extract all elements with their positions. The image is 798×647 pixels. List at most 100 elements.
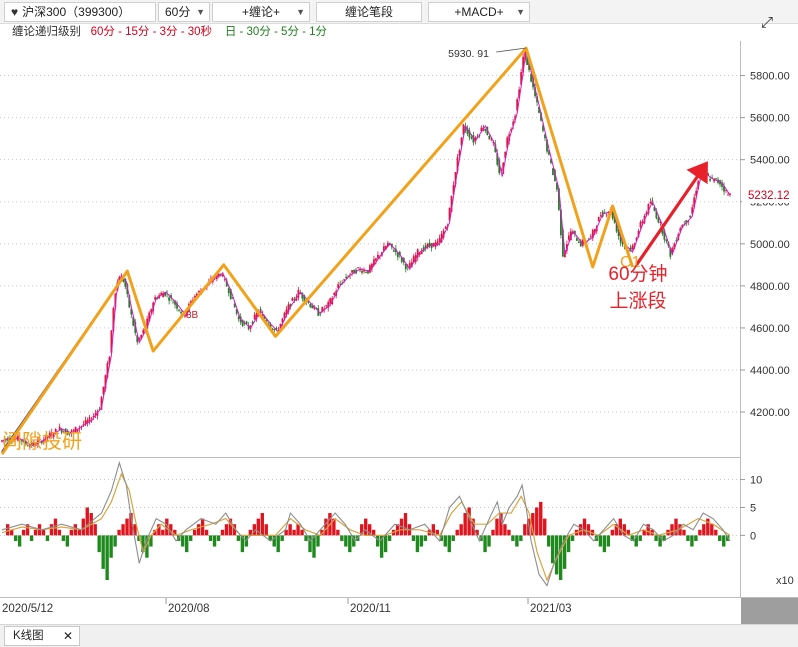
macd-bar bbox=[702, 524, 706, 536]
candle-body bbox=[685, 220, 688, 224]
macd-bar bbox=[33, 529, 38, 536]
macd-bar bbox=[252, 524, 257, 536]
candle-body bbox=[512, 121, 515, 126]
candle-body bbox=[271, 328, 274, 331]
heart-icon[interactable]: ♥ bbox=[11, 5, 19, 19]
macd-bar bbox=[348, 535, 352, 553]
macd-bar bbox=[714, 529, 718, 536]
candle-body bbox=[225, 280, 228, 287]
macd-bar bbox=[578, 524, 583, 536]
macd-bar bbox=[435, 529, 440, 536]
candle-body bbox=[86, 420, 89, 423]
candle-body bbox=[48, 432, 51, 437]
candle-body bbox=[607, 212, 610, 214]
candle-body bbox=[691, 207, 694, 214]
candle-body bbox=[542, 125, 544, 131]
macd-bar bbox=[507, 529, 511, 536]
macd-bar bbox=[630, 535, 634, 541]
candle-body bbox=[327, 302, 330, 308]
expand-button[interactable]: ⤢ bbox=[748, 8, 786, 36]
candle-body bbox=[552, 168, 554, 176]
candle-body bbox=[723, 185, 725, 192]
macd-bar bbox=[73, 524, 78, 536]
candle-body bbox=[112, 308, 115, 331]
symbol-selector[interactable]: ♥ 沪深300（399300） bbox=[4, 2, 156, 22]
candle-body bbox=[645, 212, 648, 216]
macd-bar bbox=[618, 518, 622, 536]
candle-body bbox=[168, 297, 170, 301]
candle-body bbox=[92, 416, 95, 417]
candle-body bbox=[657, 217, 660, 223]
macd-bar bbox=[196, 524, 201, 536]
macd-bar bbox=[208, 535, 213, 541]
candle-body bbox=[442, 230, 445, 238]
candle-body bbox=[178, 309, 180, 311]
macd-bar bbox=[352, 535, 356, 547]
macd-bar bbox=[181, 535, 185, 547]
candle-body bbox=[530, 73, 532, 82]
period-dropdown[interactable]: 60分 ▼ bbox=[158, 2, 210, 22]
x-axis: 2020/5/12 2020/08 2020/11 2021/03 bbox=[2, 598, 572, 615]
candle-body bbox=[128, 294, 131, 308]
candle-body bbox=[679, 228, 682, 232]
macd-bar bbox=[121, 524, 125, 536]
bi-segment-button[interactable]: 缠论笔段 bbox=[316, 2, 422, 22]
macd-bar bbox=[602, 535, 607, 553]
macd-bar bbox=[188, 535, 193, 541]
level-bar: 缠论递归级别 60分 - 15分 - 3分 - 30秒 日 - 30分 - 5分… bbox=[0, 24, 740, 41]
dif-line bbox=[1, 460, 731, 587]
macd-bar bbox=[626, 529, 630, 536]
candle-body bbox=[528, 61, 531, 70]
macd-bar bbox=[268, 535, 272, 541]
candle-body bbox=[275, 327, 278, 330]
chart-canvas[interactable]: 4200.004400.004600.004800.005000.005200.… bbox=[0, 0, 798, 624]
red-levels: 60分 - 15分 - 3分 - 30秒 bbox=[90, 26, 213, 38]
candle-body bbox=[520, 72, 523, 85]
candle-body bbox=[339, 283, 342, 285]
macd-bar bbox=[491, 529, 495, 536]
candle-body bbox=[554, 170, 556, 182]
candle-body bbox=[653, 207, 656, 211]
candle-body bbox=[575, 238, 578, 241]
y-tick-label: 4800.00 bbox=[750, 281, 790, 293]
candle-body bbox=[460, 137, 463, 146]
candle-body bbox=[635, 238, 638, 241]
macd-bar bbox=[216, 535, 221, 541]
candle-body bbox=[516, 99, 519, 111]
x-tick-label: 2020/11 bbox=[350, 603, 391, 615]
candle-body bbox=[709, 179, 712, 181]
candle-body bbox=[522, 56, 525, 73]
candle-body bbox=[687, 221, 690, 223]
chanlun-dropdown[interactable]: +缠论+ ▼ bbox=[212, 2, 310, 22]
candle-body bbox=[571, 232, 574, 234]
tab-kline[interactable]: K线图 ✕ bbox=[4, 626, 80, 646]
macd-bar bbox=[554, 535, 559, 575]
macd-bar bbox=[543, 518, 547, 536]
candle-body bbox=[64, 428, 67, 434]
macd-bar bbox=[550, 535, 555, 564]
candle-body bbox=[386, 242, 389, 247]
macd-bar bbox=[411, 535, 416, 541]
candle-body bbox=[72, 429, 75, 431]
candle-body bbox=[261, 314, 264, 317]
macd-bar bbox=[117, 529, 121, 536]
candle-body bbox=[631, 245, 634, 250]
macd-bar bbox=[81, 518, 85, 536]
candle-body bbox=[34, 444, 37, 446]
candle-body bbox=[361, 270, 363, 273]
macd-dropdown[interactable]: +MACD+ ▼ bbox=[428, 2, 530, 22]
macd-bar bbox=[654, 535, 658, 541]
candle-body bbox=[221, 274, 224, 277]
close-icon[interactable]: ✕ bbox=[62, 629, 73, 643]
macd-bar bbox=[153, 529, 157, 536]
candle-body bbox=[122, 277, 125, 282]
candle-body bbox=[458, 150, 461, 157]
scroll-corner[interactable] bbox=[741, 598, 798, 624]
candle-body bbox=[19, 438, 21, 441]
macd-bar bbox=[547, 535, 551, 547]
macd-bar bbox=[204, 529, 209, 536]
candle-body bbox=[110, 330, 113, 353]
candle-body bbox=[404, 264, 407, 270]
macd-bar bbox=[25, 524, 30, 536]
macd-bar bbox=[722, 535, 726, 547]
